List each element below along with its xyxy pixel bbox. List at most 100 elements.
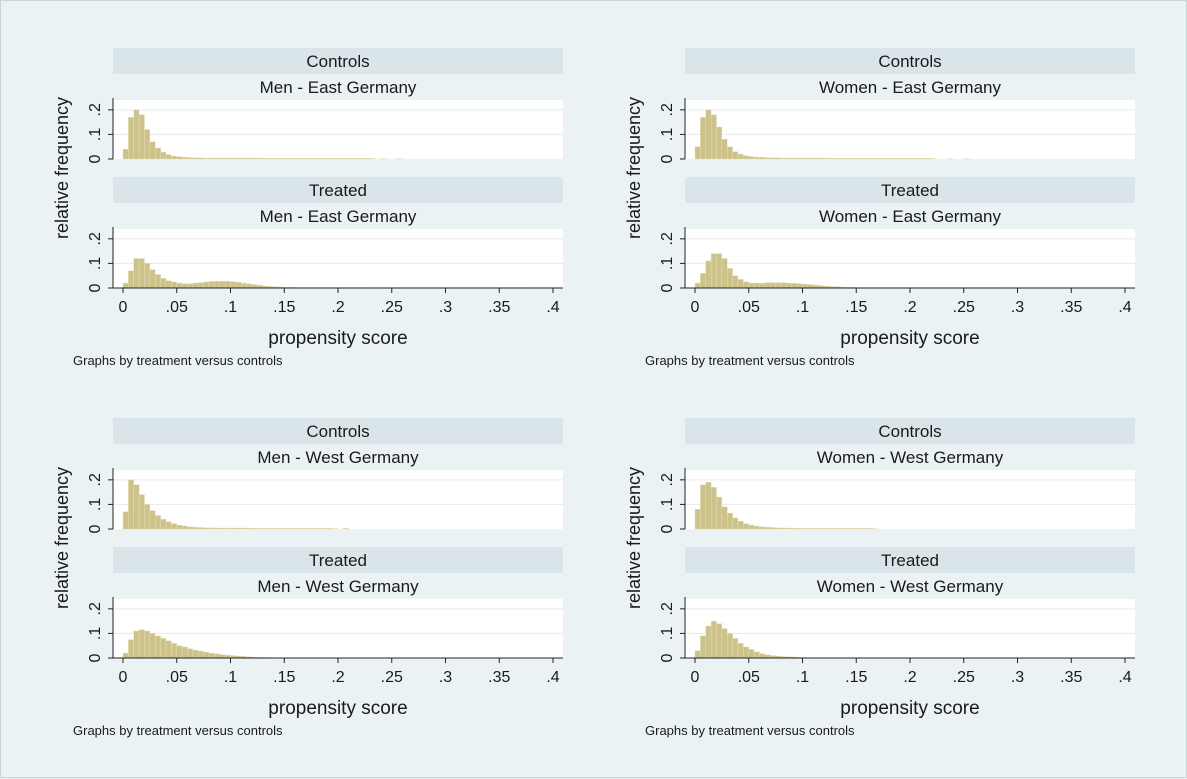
y-tick-label: .1 [659,128,676,141]
histogram-bar [727,633,732,658]
histogram-bar [926,158,931,159]
histogram-bar [182,157,187,159]
histogram-bar [749,649,754,658]
histogram-bar [150,142,155,159]
histogram-bar [300,528,305,529]
x-tick-label: .3 [1011,299,1024,316]
histogram-bar [128,640,133,658]
panel-subgroup-label: Men - East Germany [260,78,417,97]
histogram-bar [846,158,851,159]
y-tick-label: 0 [659,154,676,163]
histogram-bar [792,528,797,529]
histogram-bar [743,282,748,288]
histogram-bar [727,513,732,529]
histogram-bar [894,158,899,159]
histogram-bar [177,525,182,529]
histogram-bar [733,518,738,529]
histogram-bar [188,649,193,658]
histogram-bar [797,528,802,529]
histogram-bar [754,157,759,159]
x-tick-label: .2 [903,669,916,686]
histogram-bar [899,158,904,159]
x-tick-label: .05 [166,669,188,686]
histogram-bar [139,495,144,529]
x-tick-label: .4 [1118,299,1131,316]
histogram-bar [236,282,241,288]
y-axis-title: relative frequency [624,467,644,609]
histogram-bar [862,158,867,159]
histogram-bar [161,519,166,529]
histogram-bar [808,528,813,529]
histogram-bar [760,157,765,159]
histogram-bar [193,283,198,288]
histogram-bar [749,283,754,288]
histogram-bar [722,259,727,289]
x-tick-label: .4 [1118,669,1131,686]
y-tick-label: .2 [87,473,104,486]
histogram-bar [290,528,295,529]
histogram-bar [749,157,754,159]
histogram-bar [786,283,791,288]
y-tick-label: .1 [87,627,104,640]
histogram-bar [150,270,155,288]
histogram-bar [862,528,867,529]
histogram-bar [182,284,187,288]
histogram-bar [915,158,920,159]
plot-area [113,229,563,288]
histogram-bar [166,522,171,529]
histogram-bar [134,259,139,289]
histogram-bar [738,154,743,159]
x-tick-label: .25 [381,299,403,316]
histogram-bar [327,158,332,159]
histogram-bar [706,110,711,159]
histogram-bar [343,158,348,159]
figure-note: Graphs by treatment versus controls [73,723,283,738]
histogram-bar [193,158,198,159]
histogram-bar [327,528,332,529]
histogram-bar [171,282,176,288]
histogram-bar [717,127,722,159]
histogram-bar [279,528,284,529]
x-tick-label: 0 [119,669,128,686]
histogram-bar [851,528,856,529]
histogram-bar [905,158,910,159]
histogram-bar [155,515,160,529]
histogram-bar [781,283,786,288]
histogram-bar [155,636,160,658]
histogram-bar [921,158,926,159]
histogram-bar [257,528,262,529]
histogram-bar [781,528,786,529]
histogram-bar [214,281,219,288]
histogram-bar [706,626,711,658]
histogram-bar [268,158,273,159]
histogram-bar [776,283,781,288]
plot-area [113,470,563,529]
x-tick-label: .4 [546,669,559,686]
histogram-bar [241,158,246,159]
y-tick-label: .2 [87,232,104,245]
x-tick-label: .25 [381,669,403,686]
histogram-bar [700,485,705,529]
y-tick-label: .2 [659,232,676,245]
histogram-bar [225,528,230,529]
histogram-bar [824,528,829,529]
histogram-bar [878,158,883,159]
plot-area [685,599,1135,658]
histogram-bar [338,158,343,159]
histogram-bar [268,528,273,529]
histogram-bar [792,283,797,288]
x-tick-label: .35 [488,299,510,316]
histogram-bar [209,281,214,288]
histogram-bar [824,158,829,159]
histogram-bar [808,285,813,288]
histogram-bar [717,497,722,529]
histogram-bar [204,652,209,658]
histogram-bar [695,283,700,288]
histogram-bar [295,158,300,159]
histogram-bar [177,646,182,658]
histogram-bar [765,283,770,288]
histogram-bar [760,283,765,288]
histogram-bar [220,158,225,159]
histogram-bar [252,158,257,159]
histogram-bar [835,158,840,159]
